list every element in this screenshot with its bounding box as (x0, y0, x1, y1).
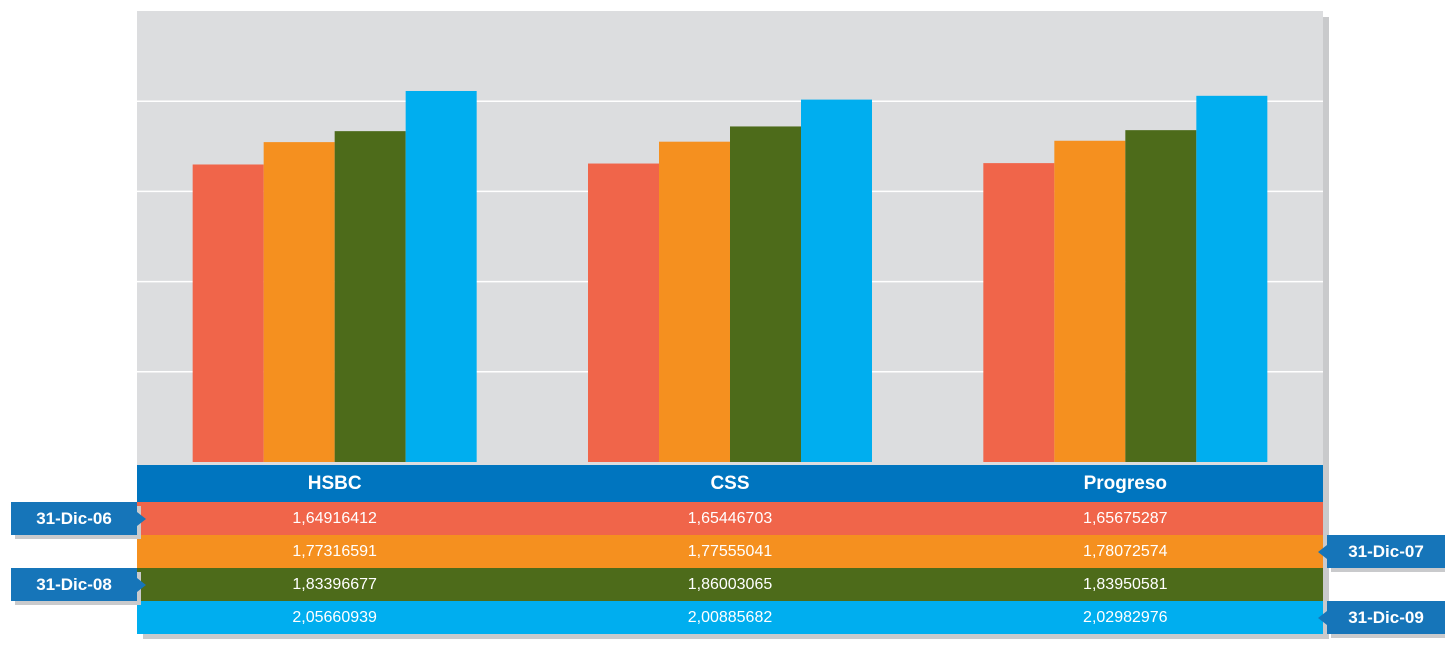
table-header-row: HSBC CSS Progreso (137, 465, 1323, 502)
value-label: 1,77316591 (292, 542, 377, 560)
legend-tag-dic-09: 31-Dic-09 (1318, 601, 1445, 634)
category-label-hsbc: HSBC (307, 472, 362, 494)
value-label: 1,78072574 (1083, 542, 1168, 560)
value-label: 1,83396677 (292, 575, 377, 593)
value-label: 1,77555041 (687, 542, 773, 560)
bar-hsbc-31-dic-08 (334, 131, 406, 462)
bar-progreso-31-dic-09 (1196, 95, 1268, 462)
bar-progreso-31-dic-07 (1054, 140, 1126, 462)
bar-css-31-dic-07 (659, 141, 730, 462)
value-label: 2,02982976 (1083, 608, 1168, 626)
table-row-dic-06: 1,64916412 1,65446703 1,65675287 (137, 502, 1323, 535)
value-label: 1,65446703 (687, 509, 773, 527)
bar-hsbc-31-dic-09 (405, 90, 477, 462)
value-label: 1,86003065 (687, 575, 773, 593)
bar-hsbc-31-dic-07 (263, 142, 335, 463)
value-label: 2,05660939 (292, 608, 377, 626)
bar-css-31-dic-06 (588, 163, 659, 462)
category-label-css: CSS (710, 472, 750, 494)
bar-css-31-dic-09 (801, 99, 872, 462)
bar-css-31-dic-08 (730, 126, 801, 462)
bar-progreso-31-dic-06 (983, 163, 1055, 463)
value-label: 1,83950581 (1083, 575, 1168, 593)
data-table: HSBC CSS Progreso 1,64916412 1,65446703 … (137, 465, 1323, 634)
value-label: 1,64916412 (292, 509, 377, 527)
legend-tag-dic-08: 31-Dic-08 (11, 568, 146, 601)
legend-tag-dic-06: 31-Dic-06 (11, 502, 146, 535)
category-label-progreso: Progreso (1083, 472, 1168, 494)
value-label: 2,00885682 (687, 608, 773, 626)
bar-progreso-31-dic-08 (1125, 130, 1197, 463)
bar-hsbc-31-dic-06 (192, 164, 264, 463)
table-row-dic-07: 1,77316591 1,77555041 1,78072574 (137, 535, 1323, 568)
table-row-dic-09: 2,05660939 2,00885682 2,02982976 (137, 601, 1323, 634)
value-label: 1,65675287 (1083, 509, 1168, 527)
bar-plot (137, 90, 1323, 463)
legend-tag-dic-07: 31-Dic-07 (1318, 535, 1445, 568)
table-row-dic-08: 1,83396677 1,86003065 1,83950581 (137, 568, 1323, 601)
